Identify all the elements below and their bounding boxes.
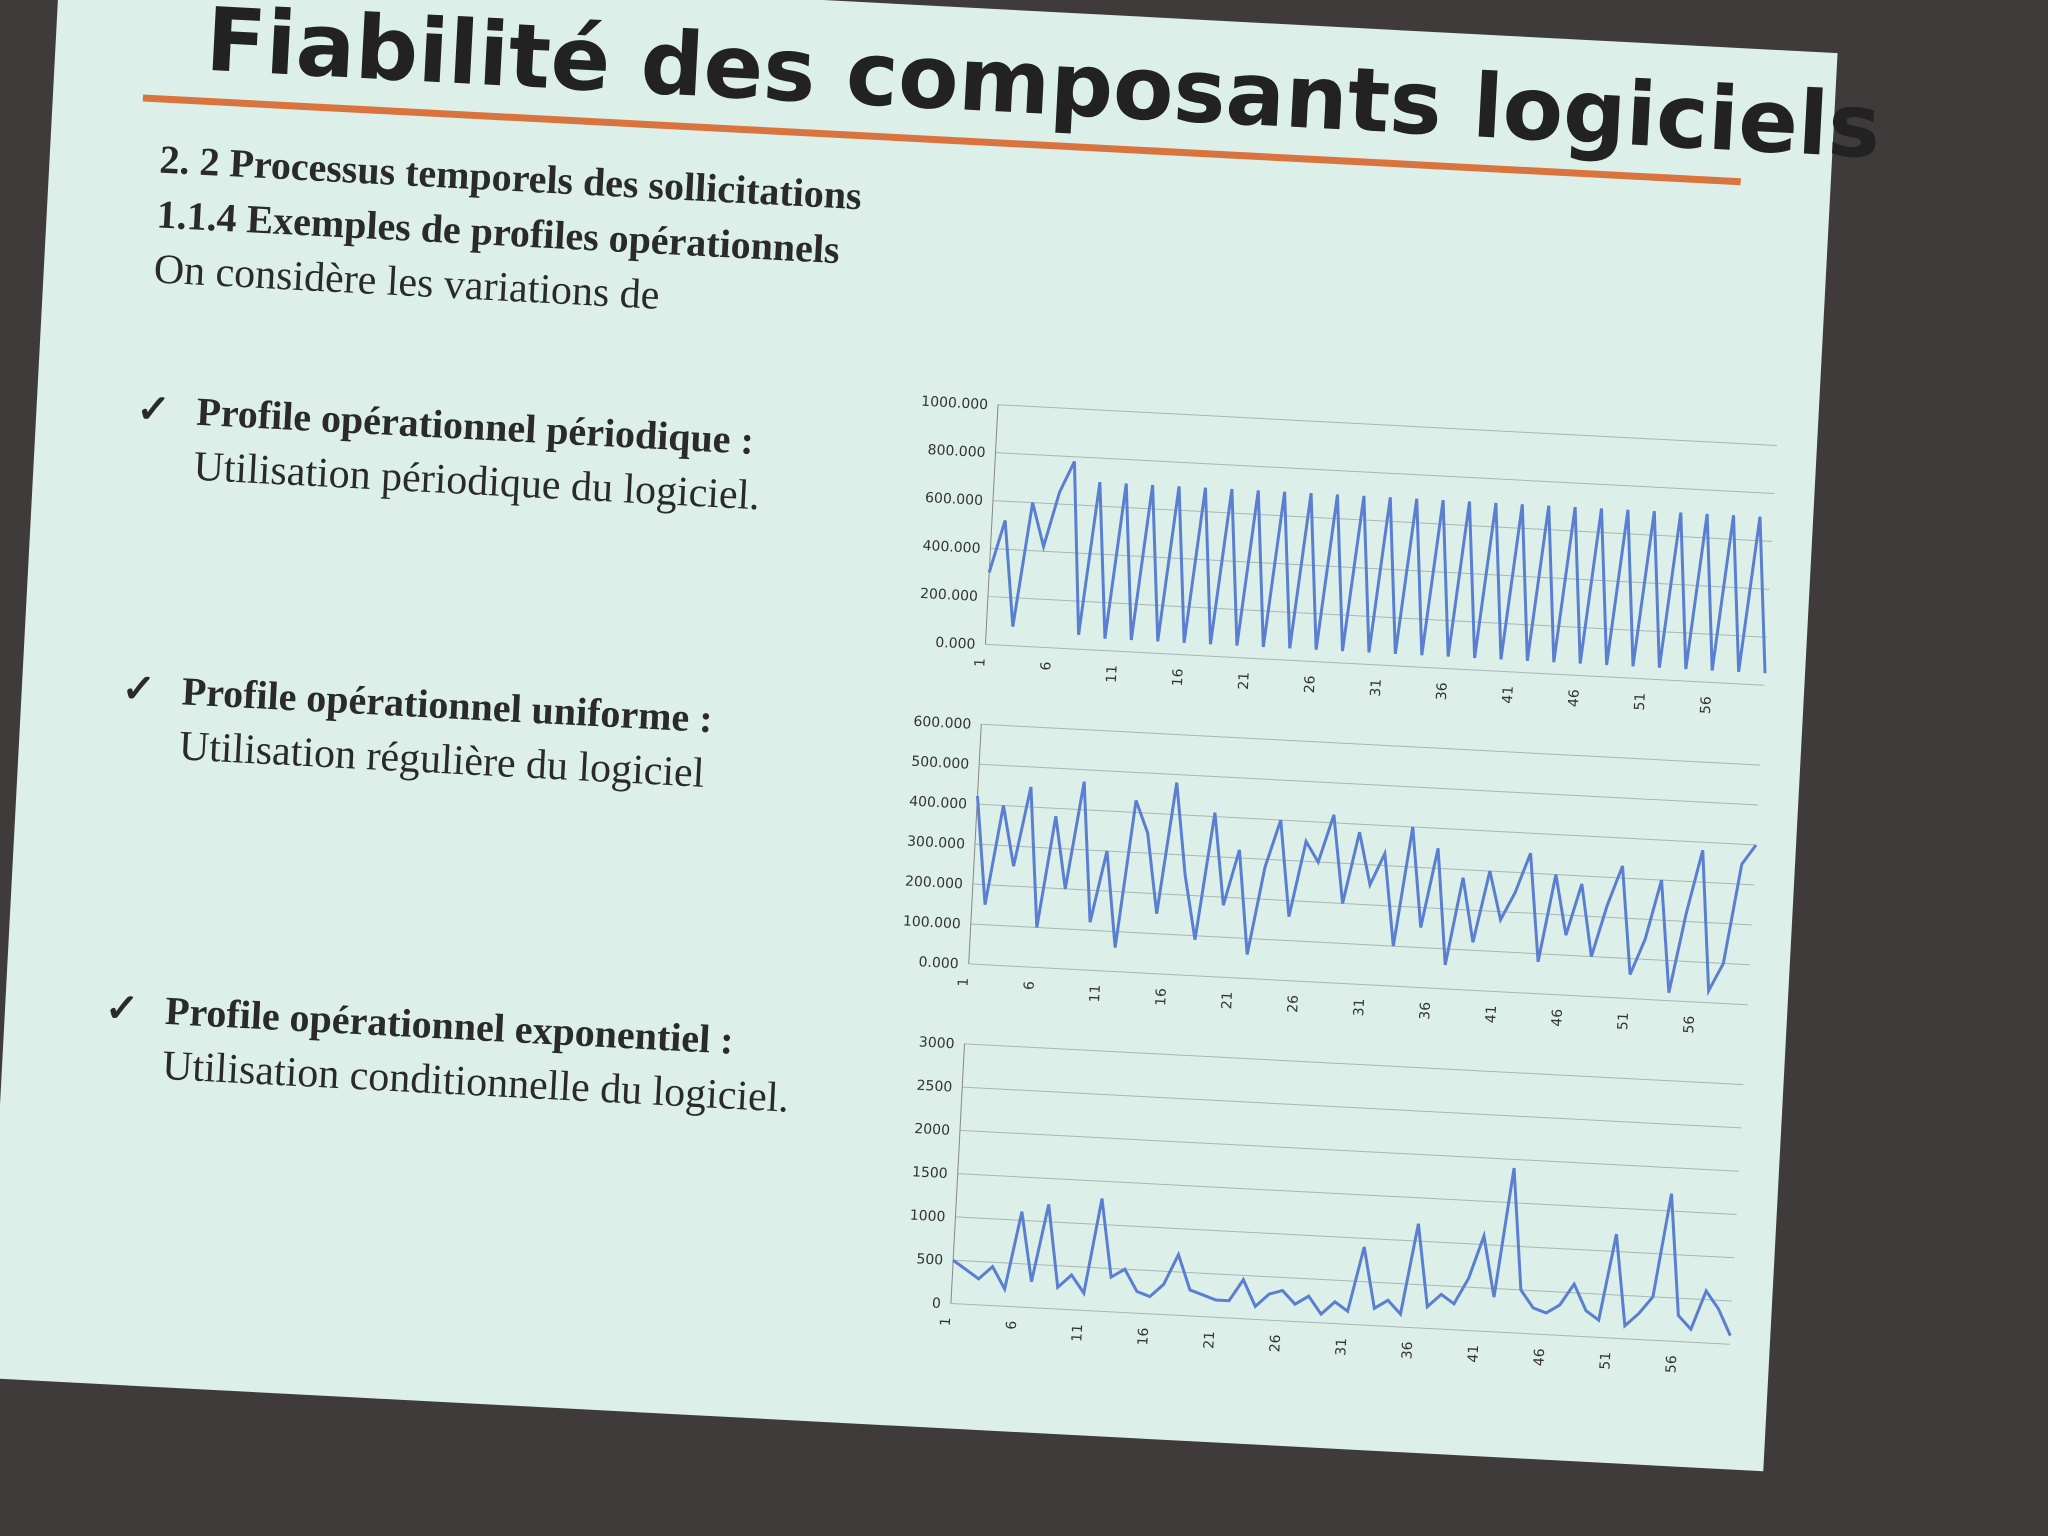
x-tick-label: 21 [1219,991,1236,1010]
grid-line [957,1173,1737,1215]
x-tick-label: 6 [1004,1320,1020,1330]
x-tick-label: 31 [1368,678,1385,697]
y-tick-label: 0.000 [935,635,976,653]
x-tick-label: 31 [1351,998,1368,1017]
x-tick-label: 41 [1465,1344,1482,1363]
x-tick-label: 16 [1170,668,1187,687]
y-tick-label: 400.000 [909,794,968,813]
x-tick-label: 21 [1201,1331,1218,1350]
x-tick-label: 26 [1302,675,1319,694]
y-tick-label: 1500 [912,1164,948,1182]
grid-line [977,803,1757,846]
grid-line [950,1302,1730,1345]
chart-periodic: 0.000 200.000 400.000 600.000 800.000 1000.00… [920,394,1777,715]
x-tick-label: 51 [1597,1351,1614,1370]
x-tick-label: 1 [972,658,988,668]
y-tick-label: 2000 [914,1121,950,1139]
x-tick-label: 56 [1663,1355,1680,1374]
x-tick-label: 1 [956,977,972,987]
x-tick-label: 1 [938,1317,954,1327]
y-tick-label: 1000.000 [921,394,989,413]
grid-line [981,723,1761,766]
x-tick-label: 46 [1549,1008,1566,1027]
grid-line [995,452,1775,494]
x-tick-label: 56 [1681,1015,1698,1034]
grid-line [968,963,1748,1006]
y-tick-label: 0 [932,1295,942,1311]
y-tick-label: 2500 [916,1078,952,1096]
x-tick-label: 51 [1615,1012,1632,1031]
y-tick-label: 100.000 [903,913,962,932]
x-tick-label: 31 [1333,1338,1350,1357]
data-line [987,460,1767,674]
y-tick-label: 300.000 [907,834,966,853]
x-tick-label: 26 [1285,995,1302,1014]
x-tick-label: 36 [1434,682,1451,701]
x-tick-label: 56 [1698,696,1715,715]
grid-line [985,643,1765,686]
y-axis [984,404,999,645]
y-tick-label: 200.000 [920,586,979,605]
grid-line [970,923,1750,966]
grid-line [964,1043,1744,1086]
check: ✓ [104,984,140,1032]
x-tick-label: 36 [1399,1341,1416,1360]
data-line [952,1167,1732,1337]
y-tick-label: 500 [916,1251,944,1268]
x-tick-label: 21 [1236,672,1253,691]
y-tick-label: 500.000 [911,754,970,773]
grid-line [979,763,1759,806]
y-tick-label: 0.000 [918,954,959,972]
chart-uniform: 0.000 100.000 200.000 300.000 400.000 500.000… [903,714,1761,1034]
grid-line [962,1086,1742,1129]
y-tick-label: 600.000 [913,714,972,733]
y-tick-label: 600.000 [925,490,984,509]
y-tick-label: 1000 [909,1208,945,1226]
y-tick-label: 400.000 [922,538,981,557]
check: ✓ [135,385,172,433]
x-tick-label: 46 [1566,689,1583,708]
y-tick-label: 3000 [918,1034,954,1052]
x-tick-label: 46 [1531,1348,1548,1367]
grid-line [959,1129,1739,1172]
x-tick-label: 11 [1104,665,1121,684]
x-tick-label: 51 [1632,692,1649,711]
x-tick-label: 36 [1417,1001,1434,1020]
x-tick-label: 6 [1038,661,1054,671]
x-tick-label: 11 [1069,1324,1086,1343]
y-tick-label: 800.000 [927,442,986,461]
x-tick-label: 26 [1267,1334,1284,1353]
grid-line [953,1259,1733,1302]
y-tick-label: 200.000 [905,873,964,892]
data-line [975,781,1758,997]
x-tick-label: 16 [1135,1327,1152,1346]
grid-line [972,883,1752,926]
y-axis [968,724,982,964]
y-axis [950,1043,966,1304]
slide: Fiabilité des composants logiciels 2. 2 … [0,0,1883,1472]
x-tick-label: 6 [1022,981,1038,991]
x-tick-label: 16 [1153,988,1170,1007]
grid-line [955,1216,1735,1259]
grid-line [997,404,1777,447]
x-tick-label: 41 [1500,685,1517,704]
x-tick-label: 41 [1483,1005,1500,1024]
x-tick-label: 11 [1087,984,1104,1003]
check: ✓ [120,665,157,712]
